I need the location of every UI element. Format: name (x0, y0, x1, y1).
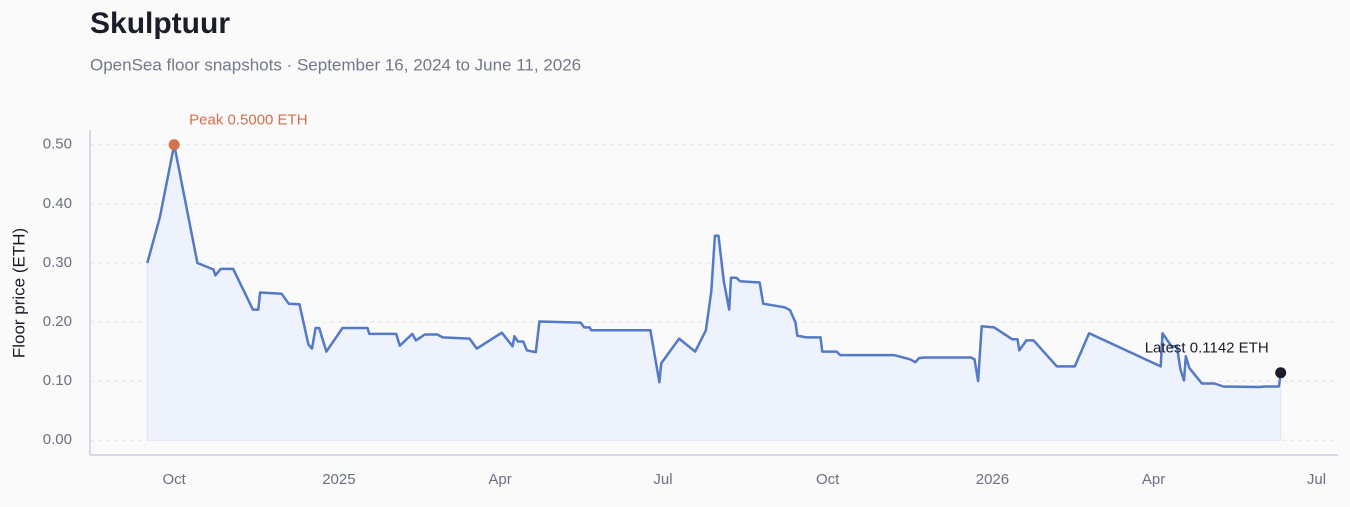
annotation-marker (1275, 367, 1287, 379)
annotation-label: Peak 0.5000 ETH (189, 112, 307, 129)
x-tick-label: Apr (1142, 471, 1165, 488)
x-tick-label: Oct (162, 471, 186, 488)
y-tick-label: 0.20 (43, 313, 72, 330)
chart-title: Skulptuur (90, 7, 230, 40)
annotation-marker (168, 139, 180, 151)
x-tick-label: 2025 (322, 471, 355, 488)
annotation-label: Latest 0.1142 ETH (1145, 340, 1269, 357)
x-tick-label: Jul (653, 471, 672, 488)
x-tick-label: 2026 (976, 471, 1009, 488)
y-axis-label: Floor price (ETH) (9, 228, 28, 358)
area (146, 144, 1282, 441)
x-tick-label: Jul (1307, 471, 1326, 488)
y-tick-label: 0.50 (43, 136, 72, 153)
y-tick-label: 0.40 (43, 195, 72, 212)
x-tick-label: Apr (488, 471, 511, 488)
y-tick-label: 0.30 (43, 254, 72, 271)
line (146, 143, 1282, 389)
y-tick-label: 0.10 (43, 372, 72, 389)
x-tick-label: Oct (816, 471, 840, 488)
y-tick-label: 0.00 (43, 431, 72, 448)
chart-subtitle: OpenSea floor snapshots · September 16, … (90, 55, 581, 74)
